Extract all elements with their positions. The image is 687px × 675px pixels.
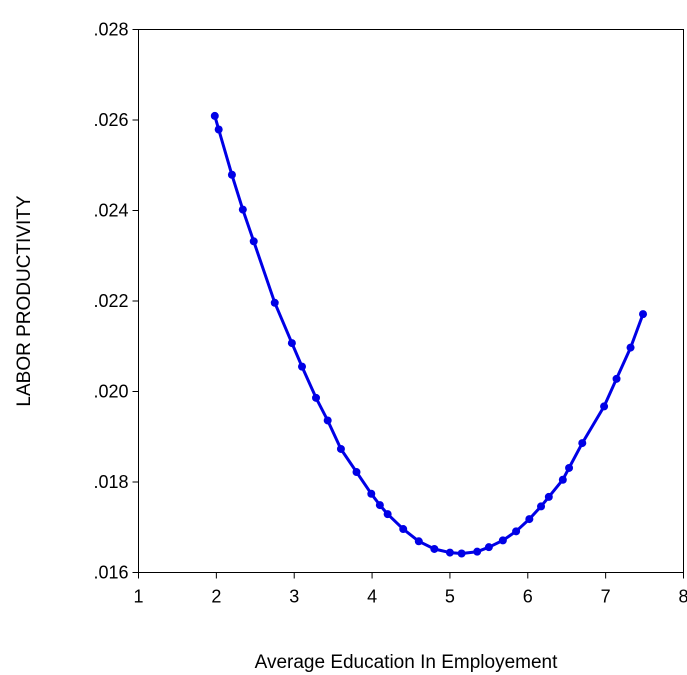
data-point — [578, 439, 587, 448]
data-point — [312, 393, 321, 402]
x-tick-label: 7 — [601, 587, 611, 607]
data-point — [352, 468, 361, 477]
data-point — [367, 489, 376, 498]
data-point — [565, 463, 574, 472]
x-tick-label: 5 — [445, 587, 455, 607]
y-tick-label: .018 — [93, 472, 128, 492]
data-point — [287, 339, 296, 348]
data-point — [445, 548, 454, 557]
data-point — [457, 549, 466, 558]
data-point — [430, 544, 439, 553]
data-point — [375, 501, 384, 510]
data-point — [210, 111, 219, 120]
data-point — [214, 125, 223, 134]
y-tick-label: .024 — [93, 201, 128, 221]
data-point — [473, 547, 482, 556]
data-point — [383, 510, 392, 519]
x-tick-label: 3 — [289, 587, 299, 607]
y-axis-title: LABOR PRODUCTIVITY — [14, 195, 35, 406]
x-tick-label: 8 — [678, 587, 687, 607]
data-point — [399, 525, 408, 534]
data-point — [558, 475, 567, 484]
x-axis: 1 2 3 4 5 6 7 8 — [133, 572, 687, 607]
y-tick-label: .026 — [93, 110, 128, 130]
data-point — [537, 502, 546, 511]
data-point — [639, 310, 648, 319]
data-point — [484, 543, 493, 552]
data-point — [249, 237, 258, 246]
data-point — [227, 170, 236, 179]
data-point — [544, 492, 553, 501]
series-line — [213, 115, 645, 555]
x-axis-title: Average Education In Employement — [255, 652, 558, 673]
data-point — [525, 515, 534, 524]
data-point — [336, 444, 345, 453]
data-point — [626, 343, 635, 352]
data-point — [600, 402, 609, 411]
x-tick-label: 2 — [211, 587, 221, 607]
plot-frame — [138, 29, 684, 573]
data-point — [238, 205, 247, 214]
x-tick-label: 4 — [367, 587, 377, 607]
x-tick-label: 6 — [523, 587, 533, 607]
y-tick-label: .028 — [93, 20, 128, 40]
x-tick-label: 1 — [133, 587, 143, 607]
y-axis: .016 .018 .020 .022 .024 .026 .028 — [93, 20, 139, 583]
data-point — [270, 298, 279, 307]
data-point — [612, 374, 621, 383]
series-layer — [210, 111, 648, 558]
y-tick-label: .016 — [93, 563, 128, 583]
y-tick-label: .022 — [93, 291, 128, 311]
data-point — [414, 537, 423, 546]
data-point — [498, 536, 507, 545]
data-point — [298, 362, 306, 371]
data-point — [323, 416, 332, 425]
data-point — [512, 527, 521, 536]
y-tick-label: .020 — [93, 382, 128, 402]
